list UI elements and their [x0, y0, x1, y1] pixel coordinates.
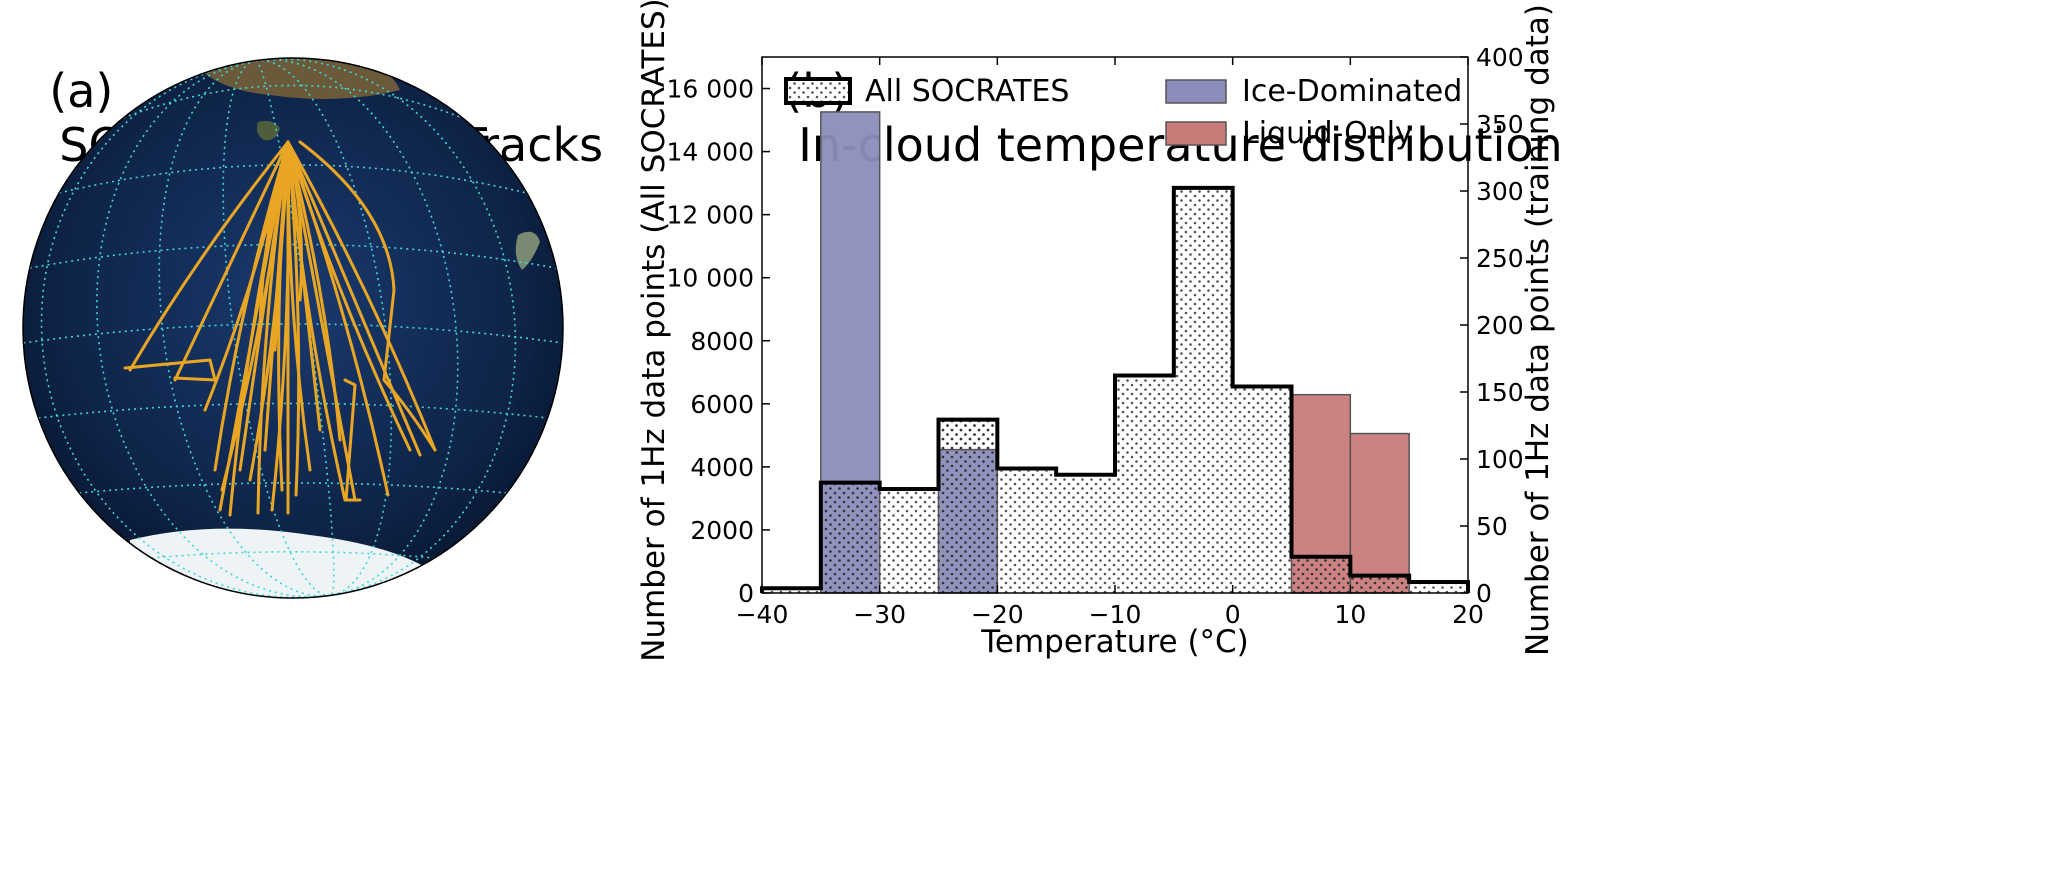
flight-track — [343, 378, 362, 502]
y-left-tick-label: 4000 — [690, 453, 754, 482]
meridian-line — [158, 59, 331, 597]
meridian-line — [255, 59, 393, 597]
flight-track — [228, 140, 290, 517]
flight-track — [173, 140, 290, 382]
y-right-tick-label: 100 — [1476, 445, 1524, 474]
y-left-tick-label: 12 000 — [667, 201, 754, 230]
y-right-tick-label: 400 — [1476, 43, 1524, 72]
liquid-only-bar — [1349, 432, 1410, 594]
y-left-axis-label: Number of 1Hz data points (All SOCRATES) — [636, 0, 672, 662]
overlap-hatch — [820, 482, 880, 593]
flight-track — [273, 140, 290, 352]
flight-track — [258, 140, 290, 332]
y-left-tick-label: 10 000 — [667, 264, 754, 293]
overlap-hatch — [1350, 575, 1410, 593]
panel-a-label: (a) — [49, 64, 114, 118]
y-right-tick-label: 0 — [1476, 579, 1492, 608]
flight-track — [213, 140, 290, 472]
legend-swatch-liquid-only — [1165, 121, 1227, 146]
meridian-line — [96, 59, 331, 598]
x-tick-label: −20 — [971, 600, 1024, 629]
y-right-tick-label: 350 — [1476, 110, 1524, 139]
y-right-tick-label: 250 — [1476, 244, 1524, 273]
y-left-tick-label: 0 — [738, 579, 754, 608]
y-right-tick-label: 200 — [1476, 311, 1524, 340]
y-left-tick-label: 16 000 — [667, 75, 754, 104]
flight-track — [286, 140, 303, 302]
legend-label-ice-dominated: Ice-Dominated — [1242, 74, 1462, 109]
y-right-tick-label: 150 — [1476, 378, 1524, 407]
y-right-axis-label: Number of 1Hz data points (training data… — [1520, 4, 1556, 656]
legend-swatch-ice-dominated — [1165, 79, 1227, 104]
flight-track — [286, 140, 312, 472]
overlap-hatch — [1291, 556, 1351, 593]
flight-track — [298, 140, 437, 452]
flight-track — [286, 140, 422, 457]
y-left-tick-label: 6000 — [690, 390, 754, 419]
x-tick-label: 20 — [1452, 600, 1484, 629]
x-tick-label: −10 — [1089, 600, 1142, 629]
parallel-line — [38, 402, 548, 419]
y-right-tick-label: 300 — [1476, 177, 1524, 206]
x-tick-label: −30 — [853, 600, 906, 629]
legend-label-liquid-only: Liquid-Only — [1242, 116, 1413, 151]
tasmania-island — [256, 120, 280, 141]
y-left-tick-label: 14 000 — [667, 138, 754, 167]
parallel-line — [151, 551, 435, 559]
x-tick-label: 10 — [1334, 600, 1366, 629]
legend-label-all-socrates: All SOCRATES — [865, 74, 1069, 109]
globe-ocean — [23, 58, 563, 598]
x-axis-label: Temperature (°C) — [980, 624, 1249, 660]
flight-track — [123, 358, 217, 382]
globe-outline — [22, 57, 564, 599]
globe-map — [22, 57, 564, 599]
flight-tracks — [123, 140, 437, 517]
parallel-line — [123, 84, 463, 119]
parallel-line — [29, 243, 557, 269]
all-socrates-step — [760, 185, 1470, 593]
meridian-line — [40, 59, 331, 598]
y-right-tick-label: 50 — [1476, 512, 1508, 541]
overlap-hatch — [938, 419, 998, 593]
flight-track — [286, 140, 412, 452]
legend-swatch-all-socrates — [784, 77, 852, 105]
x-tick-label: −40 — [736, 600, 789, 629]
flight-track — [286, 140, 437, 452]
y-left-tick-label: 2000 — [690, 516, 754, 545]
flight-track — [256, 140, 290, 515]
meridian-line — [255, 58, 459, 597]
flight-track — [286, 140, 347, 502]
x-tick-label: 0 — [1225, 600, 1241, 629]
flight-track — [128, 140, 290, 372]
new-zealand-island — [515, 231, 540, 270]
y-left-tick-label: 8000 — [690, 327, 754, 356]
